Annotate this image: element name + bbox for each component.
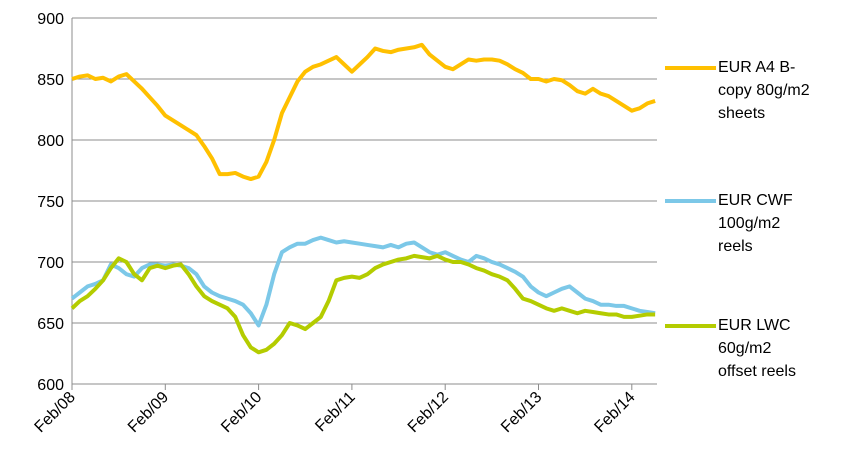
x-tick-label: Feb/12 [405, 389, 452, 436]
y-tick-label: 750 [37, 194, 64, 211]
x-tick-label: Feb/09 [125, 389, 172, 436]
y-tick-label: 900 [37, 11, 64, 28]
y-tick-label: 650 [37, 316, 64, 333]
x-tick-label: Feb/10 [218, 389, 265, 436]
x-tick-label: Feb/13 [498, 389, 545, 436]
legend-label: EUR LWC 60g/m2 offset reels [718, 317, 796, 380]
y-tick-label: 600 [37, 377, 64, 394]
y-tick-label: 800 [37, 133, 64, 150]
series-line [71, 42, 656, 182]
x-tick-label: Feb/14 [591, 389, 638, 436]
series-line [70, 253, 656, 355]
legend-label: EUR A4 B-copy 80g/m2 sheets [718, 59, 810, 122]
y-tick-label: 850 [37, 72, 64, 89]
y-tick-label: 700 [37, 255, 64, 272]
x-tick-label: Feb/08 [32, 389, 79, 436]
x-tick-label: Feb/11 [312, 389, 358, 435]
legend-label: EUR CWF 100g/m2 reels [718, 192, 793, 255]
